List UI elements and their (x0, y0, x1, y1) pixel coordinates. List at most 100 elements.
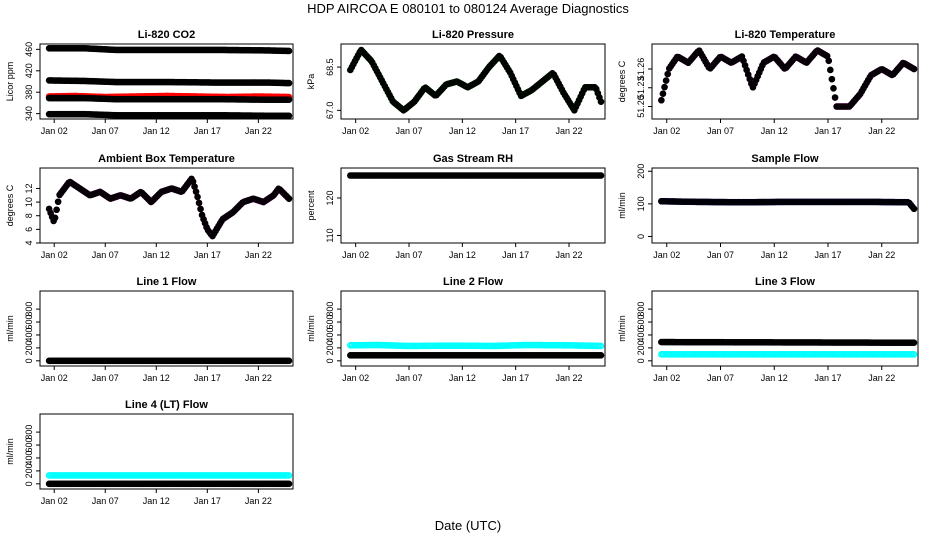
mark-ambient-ambient-99 (194, 193, 201, 201)
mark-temperature-temp-1 (659, 90, 667, 97)
y-tick-label-line1-4: 800 (24, 302, 34, 317)
x-tick-label-sample_flow-0: Jan 02 (653, 250, 680, 260)
mark-temperature-temp-110 (831, 94, 839, 101)
y-tick-label-line1-2: 400 (24, 327, 34, 342)
y-tick-label-pressure-1: 68.5 (325, 58, 335, 76)
y-tick-label-line3-4: 800 (636, 302, 646, 317)
mark-temperature-temp-107 (827, 66, 834, 74)
x-tick-label-co2-3: Jan 17 (194, 126, 221, 136)
y-tick-label-line4-4: 800 (24, 425, 34, 440)
x-tick-label-co2-2: Jan 12 (143, 126, 170, 136)
series-line4-l4_cyan (45, 472, 293, 479)
plot-frame-line3 (651, 290, 919, 367)
y-tick-label-rh-0: 110 (325, 228, 335, 242)
y-tick-label-ambient-1: 6 (24, 227, 34, 232)
panel-title-sample_flow: Sample Flow (751, 153, 819, 165)
series-line4-l4_black (45, 480, 293, 488)
panel-rh: Gas Stream RH percent 110 120 Jan 02 Jan 07 Ja… (306, 153, 606, 260)
mark-co2-s4-160 (285, 112, 293, 120)
mark-line4-l4_black-160 (285, 480, 293, 488)
y-tick-label-line2-4: 800 (325, 302, 335, 317)
y-tick-label-co2-1: 380 (24, 85, 34, 100)
y-tick-label-co2-0: 340 (24, 106, 34, 121)
mark-sample_flow-flow-160 (910, 205, 918, 213)
series-ambient-ambient (45, 175, 293, 240)
mark-ambient-ambient-160 (285, 195, 293, 202)
x-tick-label-line4-3: Jan 17 (194, 496, 221, 506)
x-tick-label-line1-0: Jan 02 (41, 373, 68, 383)
x-tick-label-temperature-3: Jan 17 (814, 126, 841, 136)
y-tick-label-line4-3: 600 (24, 438, 34, 453)
x-tick-label-pressure-1: Jan 07 (395, 126, 422, 136)
series-pressure-pressure (347, 46, 605, 114)
mark-line4-l4_cyan-160 (285, 472, 293, 479)
mark-ambient-ambient-6 (54, 198, 62, 206)
x-tick-label-rh-3: Jan 17 (502, 250, 529, 260)
y-tick-label-sample_flow-1: 100 (636, 196, 646, 211)
y-tick-label-line3-0: 0 (636, 358, 646, 363)
x-tick-label-co2-1: Jan 07 (92, 126, 119, 136)
plot-frame-rh (340, 167, 606, 244)
mark-temperature-temp-0 (658, 96, 665, 104)
x-tick-label-co2-4: Jan 22 (245, 126, 272, 136)
panel-title-line3: Line 3 Flow (755, 276, 815, 288)
y-tick-label-line2-2: 400 (325, 327, 335, 342)
y-tick-label-line1-1: 200 (24, 340, 34, 355)
panel-temperature: Li-820 Temperature degrees C 51.2051.2351.… (617, 29, 919, 136)
y-axis-label-line3: ml/min (617, 315, 627, 342)
x-tick-label-pressure-0: Jan 02 (342, 126, 369, 136)
x-tick-label-pressure-2: Jan 12 (449, 126, 476, 136)
x-tick-label-line3-2: Jan 12 (761, 373, 788, 383)
mark-temperature-temp-2 (661, 83, 668, 91)
y-tick-label-co2-3: 460 (24, 42, 34, 57)
x-tick-label-co2-0: Jan 02 (41, 126, 68, 136)
x-tick-label-line3-4: Jan 22 (868, 373, 895, 383)
y-tick-label-line1-0: 0 (24, 358, 34, 363)
panel-title-ambient: Ambient Box Temperature (98, 153, 235, 165)
panel-ambient: Ambient Box Temperature degrees C 4 6 8 10 12 J… (5, 153, 294, 260)
mark-co2-s1-160 (285, 47, 293, 55)
mark-temperature-temp-160 (910, 65, 918, 73)
series-line2-l2_cyan (347, 341, 605, 350)
x-tick-label-line2-4: Jan 22 (555, 373, 582, 383)
panel-title-line2: Line 2 Flow (443, 276, 503, 288)
x-tick-label-line2-0: Jan 02 (342, 373, 369, 383)
x-tick-label-pressure-3: Jan 17 (502, 126, 529, 136)
plot-frame-line4 (39, 413, 294, 490)
mark-ambient-ambient-98 (192, 188, 200, 195)
figure-title: HDP AIRCOA E 080101 to 080124 Average Di… (307, 1, 629, 16)
y-tick-label-line2-1: 200 (325, 340, 335, 355)
panel-pressure: Li-820 Pressure kPa 67.0 68.5 Jan 02 Jan 07 Ja… (306, 29, 606, 136)
mark-ambient-ambient-5 (53, 206, 60, 214)
x-tick-label-line2-2: Jan 12 (449, 373, 476, 383)
y-tick-label-line2-0: 0 (325, 358, 335, 363)
y-tick-label-line4-1: 200 (24, 463, 34, 478)
x-tick-label-sample_flow-2: Jan 12 (761, 250, 788, 260)
y-axis-label-co2: Licor ppm (5, 62, 15, 102)
plot-frame-sample_flow (651, 167, 919, 244)
y-axis-label-rh: percent (306, 190, 316, 221)
mark-temperature-temp-108 (828, 75, 836, 83)
mark-line2-l2_cyan-160 (597, 342, 605, 350)
y-tick-label-line3-3: 600 (636, 315, 646, 330)
x-tick-label-temperature-0: Jan 02 (653, 126, 680, 136)
y-tick-label-rh-1: 120 (325, 190, 335, 205)
panel-title-rh: Gas Stream RH (433, 153, 513, 165)
x-tick-label-ambient-1: Jan 07 (92, 250, 119, 260)
panel-title-pressure: Li-820 Pressure (432, 29, 514, 41)
y-axis-label-pressure: kPa (306, 74, 316, 90)
x-tick-label-line4-4: Jan 22 (245, 496, 272, 506)
y-tick-label-line3-1: 200 (636, 340, 646, 355)
mark-pressure-pressure-160 (597, 98, 605, 105)
y-tick-label-temperature-1: 51.23 (636, 76, 646, 99)
mark-co2-s2-160 (285, 79, 293, 87)
mark-line3-l3_cyan-160 (910, 351, 918, 358)
series-co2-s4 (45, 110, 293, 120)
y-tick-label-line1-3: 600 (24, 315, 34, 330)
panel-co2: Li-820 CO2 Licor ppm 340 380 420 460 Jan 02 Jan… (5, 29, 294, 136)
y-axis-label-line1: ml/min (5, 315, 15, 342)
plot-frame-temperature (651, 43, 919, 120)
